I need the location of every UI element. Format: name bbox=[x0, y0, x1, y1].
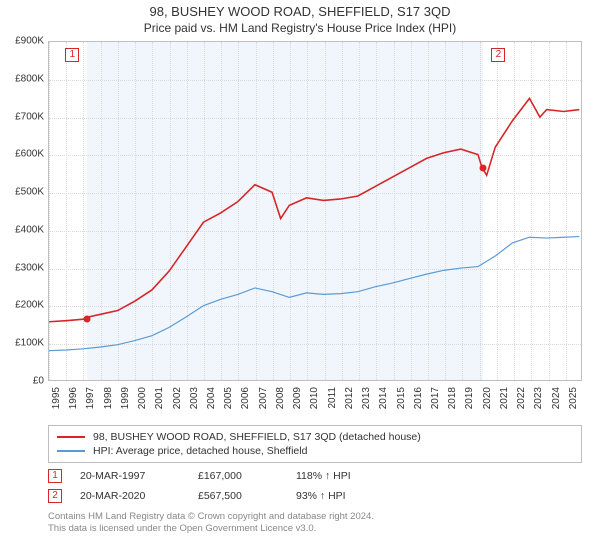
sale-marker-ref: 1 bbox=[48, 469, 62, 483]
x-tick-label: 2018 bbox=[447, 387, 458, 409]
chart-subtitle: Price paid vs. HM Land Registry's House … bbox=[0, 19, 600, 41]
sale-marker-box: 2 bbox=[491, 48, 505, 62]
sale-row: 2 20-MAR-2020 £567,500 93% ↑ HPI bbox=[48, 489, 582, 503]
sale-date: 20-MAR-1997 bbox=[80, 470, 180, 482]
x-tick-label: 2021 bbox=[499, 387, 510, 409]
footer-line: This data is licensed under the Open Gov… bbox=[48, 523, 582, 535]
x-tick-label: 2009 bbox=[292, 387, 303, 409]
x-tick-label: 2014 bbox=[378, 387, 389, 409]
x-tick-label: 2022 bbox=[516, 387, 527, 409]
sale-marker-ref: 2 bbox=[48, 489, 62, 503]
y-tick-label: £900K bbox=[0, 36, 44, 47]
sale-price: £567,500 bbox=[198, 490, 278, 502]
x-tick-label: 1997 bbox=[85, 387, 96, 409]
y-tick-label: £500K bbox=[0, 187, 44, 198]
x-tick-label: 1995 bbox=[51, 387, 62, 409]
footer-line: Contains HM Land Registry data © Crown c… bbox=[48, 511, 582, 523]
y-tick-label: £700K bbox=[0, 111, 44, 122]
y-tick-label: £100K bbox=[0, 338, 44, 349]
x-tick-label: 2012 bbox=[344, 387, 355, 409]
x-tick-label: 2011 bbox=[327, 387, 338, 409]
x-tick-label: 2023 bbox=[533, 387, 544, 409]
sale-pct-hpi: 93% ↑ HPI bbox=[296, 490, 386, 502]
sale-date: 20-MAR-2020 bbox=[80, 490, 180, 502]
attribution-footer: Contains HM Land Registry data © Crown c… bbox=[48, 511, 582, 536]
x-tick-label: 2006 bbox=[240, 387, 251, 409]
sale-pct-hpi: 118% ↑ HPI bbox=[296, 470, 386, 482]
legend: 98, BUSHEY WOOD ROAD, SHEFFIELD, S17 3QD… bbox=[48, 425, 582, 463]
x-tick-label: 2016 bbox=[413, 387, 424, 409]
y-tick-label: £400K bbox=[0, 224, 44, 235]
x-tick-label: 2010 bbox=[309, 387, 320, 409]
chart-container: 98, BUSHEY WOOD ROAD, SHEFFIELD, S17 3QD… bbox=[0, 0, 600, 560]
x-tick-label: 2002 bbox=[172, 387, 183, 409]
plot-area: 12 bbox=[48, 41, 582, 381]
x-tick-label: 2004 bbox=[206, 387, 217, 409]
x-tick-label: 2024 bbox=[551, 387, 562, 409]
x-tick-label: 1999 bbox=[120, 387, 131, 409]
series-line bbox=[49, 98, 579, 321]
sale-row: 1 20-MAR-1997 £167,000 118% ↑ HPI bbox=[48, 469, 582, 483]
legend-label: HPI: Average price, detached house, Shef… bbox=[93, 445, 307, 457]
chart-title: 98, BUSHEY WOOD ROAD, SHEFFIELD, S17 3QD bbox=[0, 0, 600, 19]
x-tick-label: 2019 bbox=[464, 387, 475, 409]
legend-label: 98, BUSHEY WOOD ROAD, SHEFFIELD, S17 3QD… bbox=[93, 431, 421, 443]
sale-marker-dot bbox=[480, 164, 487, 171]
legend-swatch bbox=[57, 450, 85, 452]
legend-item: HPI: Average price, detached house, Shef… bbox=[57, 444, 573, 458]
y-tick-label: £600K bbox=[0, 149, 44, 160]
legend-item: 98, BUSHEY WOOD ROAD, SHEFFIELD, S17 3QD… bbox=[57, 430, 573, 444]
y-tick-label: £300K bbox=[0, 262, 44, 273]
x-tick-label: 2001 bbox=[154, 387, 165, 409]
y-tick-label: £200K bbox=[0, 300, 44, 311]
series-line bbox=[49, 237, 579, 351]
line-series bbox=[49, 42, 581, 380]
x-tick-label: 2000 bbox=[137, 387, 148, 409]
x-tick-label: 1998 bbox=[103, 387, 114, 409]
x-tick-label: 2020 bbox=[482, 387, 493, 409]
x-tick-label: 2025 bbox=[568, 387, 579, 409]
sale-marker-dot bbox=[84, 315, 91, 322]
x-tick-label: 2008 bbox=[275, 387, 286, 409]
x-tick-label: 1996 bbox=[68, 387, 79, 409]
sale-marker-box: 1 bbox=[65, 48, 79, 62]
x-tick-label: 2013 bbox=[361, 387, 372, 409]
sales-list: 1 20-MAR-1997 £167,000 118% ↑ HPI 2 20-MAR-20… bbox=[0, 469, 600, 503]
x-tick-label: 2007 bbox=[258, 387, 269, 409]
x-tick-label: 2003 bbox=[189, 387, 200, 409]
sale-price: £167,000 bbox=[198, 470, 278, 482]
chart-area: 12 £0£100K£200K£300K£400K£500K£600K£700K… bbox=[48, 41, 582, 381]
x-tick-label: 2015 bbox=[396, 387, 407, 409]
x-tick-label: 2017 bbox=[430, 387, 441, 409]
y-tick-label: £0 bbox=[0, 376, 44, 387]
x-tick-label: 2005 bbox=[223, 387, 234, 409]
y-tick-label: £800K bbox=[0, 73, 44, 84]
legend-swatch bbox=[57, 436, 85, 438]
